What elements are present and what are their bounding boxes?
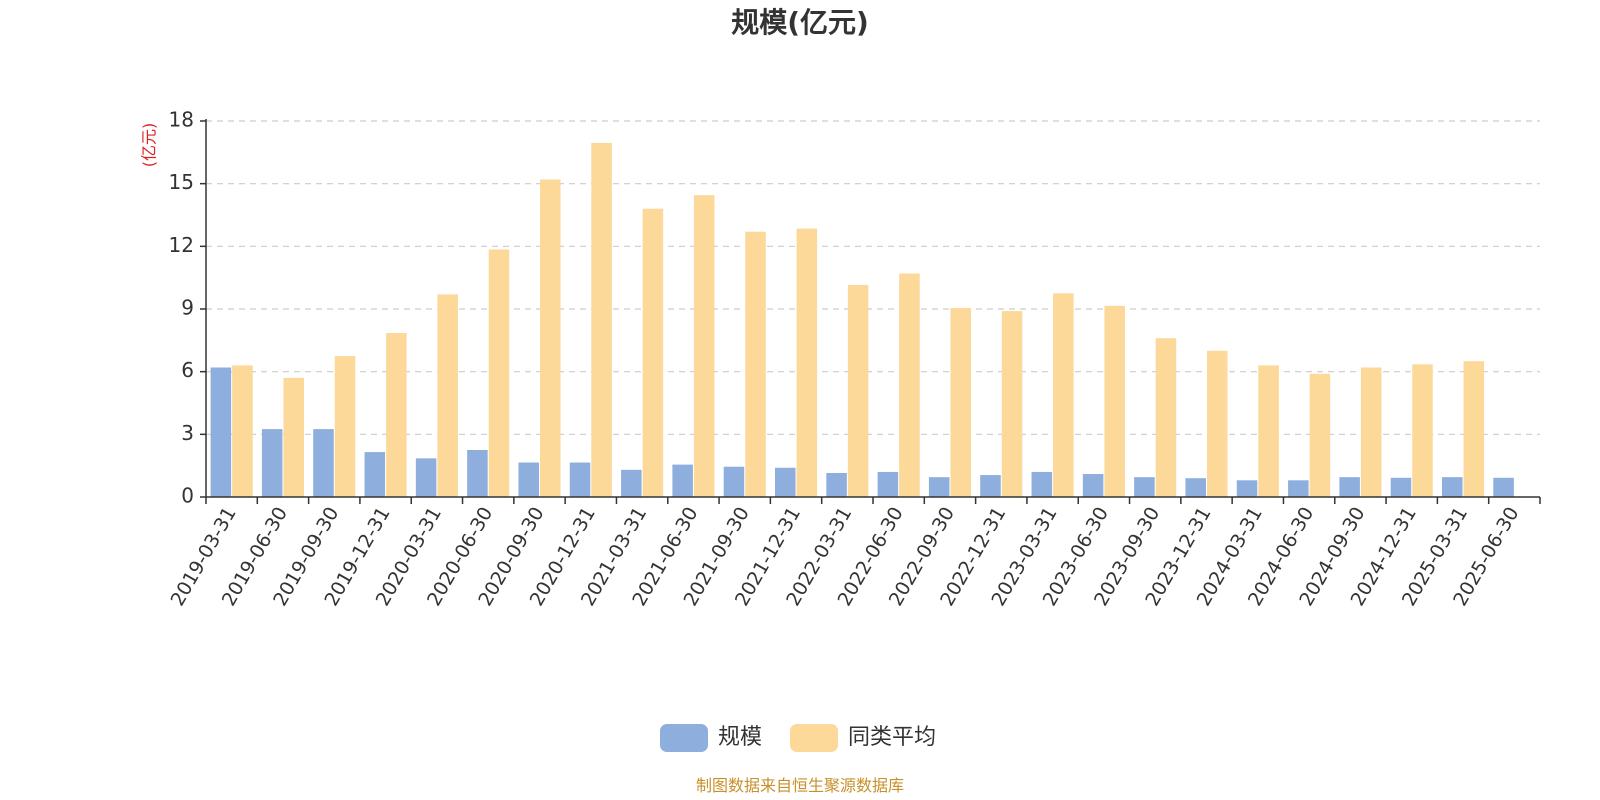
bar-peer-average-2023-12-31	[1207, 350, 1228, 497]
bar-peer-average-2019-09-30	[334, 356, 356, 497]
y-tick-label: 0	[181, 484, 194, 508]
bar-peer-average-2019-03-31	[232, 365, 253, 497]
bar-peer-average-2020-06-30	[488, 249, 510, 497]
bar-scale-2019-06-30	[261, 429, 283, 497]
bar-scale-2019-12-31	[364, 452, 386, 497]
y-tick-label: 15	[169, 170, 194, 194]
bars	[210, 142, 1514, 498]
bar-peer-average-2022-09-30	[950, 307, 971, 497]
bar-scale-2024-09-30	[1339, 477, 1360, 497]
bar-peer-average-2022-06-30	[899, 273, 920, 497]
bar-scale-2021-03-31	[621, 469, 642, 497]
bar-scale-2022-12-31	[980, 475, 1001, 497]
bar-peer-average-2021-12-31	[796, 228, 818, 498]
bar-scale-2020-09-30	[518, 462, 539, 497]
bar-scale-2022-09-30	[928, 477, 950, 497]
legend-swatch-peer-average[interactable]	[790, 724, 838, 752]
bar-peer-average-2024-09-30	[1360, 367, 1382, 497]
bar-peer-average-2022-12-31	[1001, 311, 1023, 497]
legend-swatch-scale[interactable]	[660, 724, 708, 752]
bar-scale-2022-06-30	[877, 471, 899, 497]
bar-peer-average-2021-06-30	[693, 195, 715, 497]
bar-peer-average-2024-03-31	[1258, 365, 1279, 497]
bar-peer-average-2020-03-31	[437, 294, 458, 497]
bar-peer-average-2025-03-31	[1463, 361, 1485, 497]
bar-scale-2024-03-31	[1236, 480, 1258, 497]
bar-scale-2021-06-30	[672, 464, 693, 497]
legend-label-scale[interactable]: 规模	[718, 725, 762, 750]
legend: 规模 同类平均	[660, 724, 936, 752]
bar-peer-average-2020-09-30	[540, 179, 561, 497]
y-tick-label: 18	[169, 108, 194, 132]
y-axis-unit-label: (亿元)	[140, 123, 159, 168]
bar-scale-2019-03-31	[210, 367, 232, 497]
bar-scale-2025-06-30	[1493, 477, 1514, 497]
legend-label-peer-average[interactable]: 同类平均	[848, 725, 936, 750]
bar-scale-2023-12-31	[1185, 478, 1206, 497]
bar-peer-average-2021-03-31	[642, 208, 664, 497]
bar-peer-average-2022-03-31	[847, 284, 869, 497]
y-tick-label: 9	[181, 296, 194, 320]
bar-scale-2021-09-30	[723, 466, 745, 497]
bar-peer-average-2020-12-31	[591, 142, 612, 497]
bar-scale-2019-09-30	[313, 429, 334, 497]
bar-peer-average-2023-06-30	[1104, 305, 1125, 497]
source-note: 制图数据来自恒生聚源数据库	[696, 776, 904, 795]
bar-scale-2024-12-31	[1390, 477, 1412, 497]
chart-title: 规模(亿元)	[731, 6, 869, 39]
bar-peer-average-2019-06-30	[283, 377, 304, 497]
bar-peer-average-2024-12-31	[1412, 364, 1433, 497]
bar-scale-2022-03-31	[826, 472, 847, 497]
bar-peer-average-2019-12-31	[386, 333, 407, 497]
y-axis-ticks: 0 3 6 9 12 15 18	[169, 108, 206, 508]
bar-scale-2023-06-30	[1082, 474, 1104, 497]
bar-scale-2023-09-30	[1134, 477, 1155, 497]
bar-scale-2020-12-31	[569, 462, 591, 497]
bar-scale-2025-03-31	[1442, 477, 1463, 497]
bar-scale-2023-03-31	[1031, 471, 1053, 497]
bar-scale-2024-06-30	[1288, 480, 1309, 497]
x-axis-ticks: 2019-03-312019-06-302019-09-302019-12-31…	[166, 497, 1541, 610]
y-tick-label: 12	[169, 233, 194, 257]
bar-peer-average-2023-03-31	[1053, 293, 1074, 497]
y-tick-label: 6	[181, 358, 194, 382]
bar-scale-2021-12-31	[775, 467, 796, 497]
bar-scale-2020-03-31	[415, 458, 437, 497]
bar-scale-2020-06-30	[467, 450, 488, 497]
bar-peer-average-2021-09-30	[745, 231, 766, 497]
y-tick-label: 3	[181, 421, 194, 445]
bar-peer-average-2024-06-30	[1309, 373, 1331, 497]
bar-peer-average-2023-09-30	[1155, 338, 1177, 497]
